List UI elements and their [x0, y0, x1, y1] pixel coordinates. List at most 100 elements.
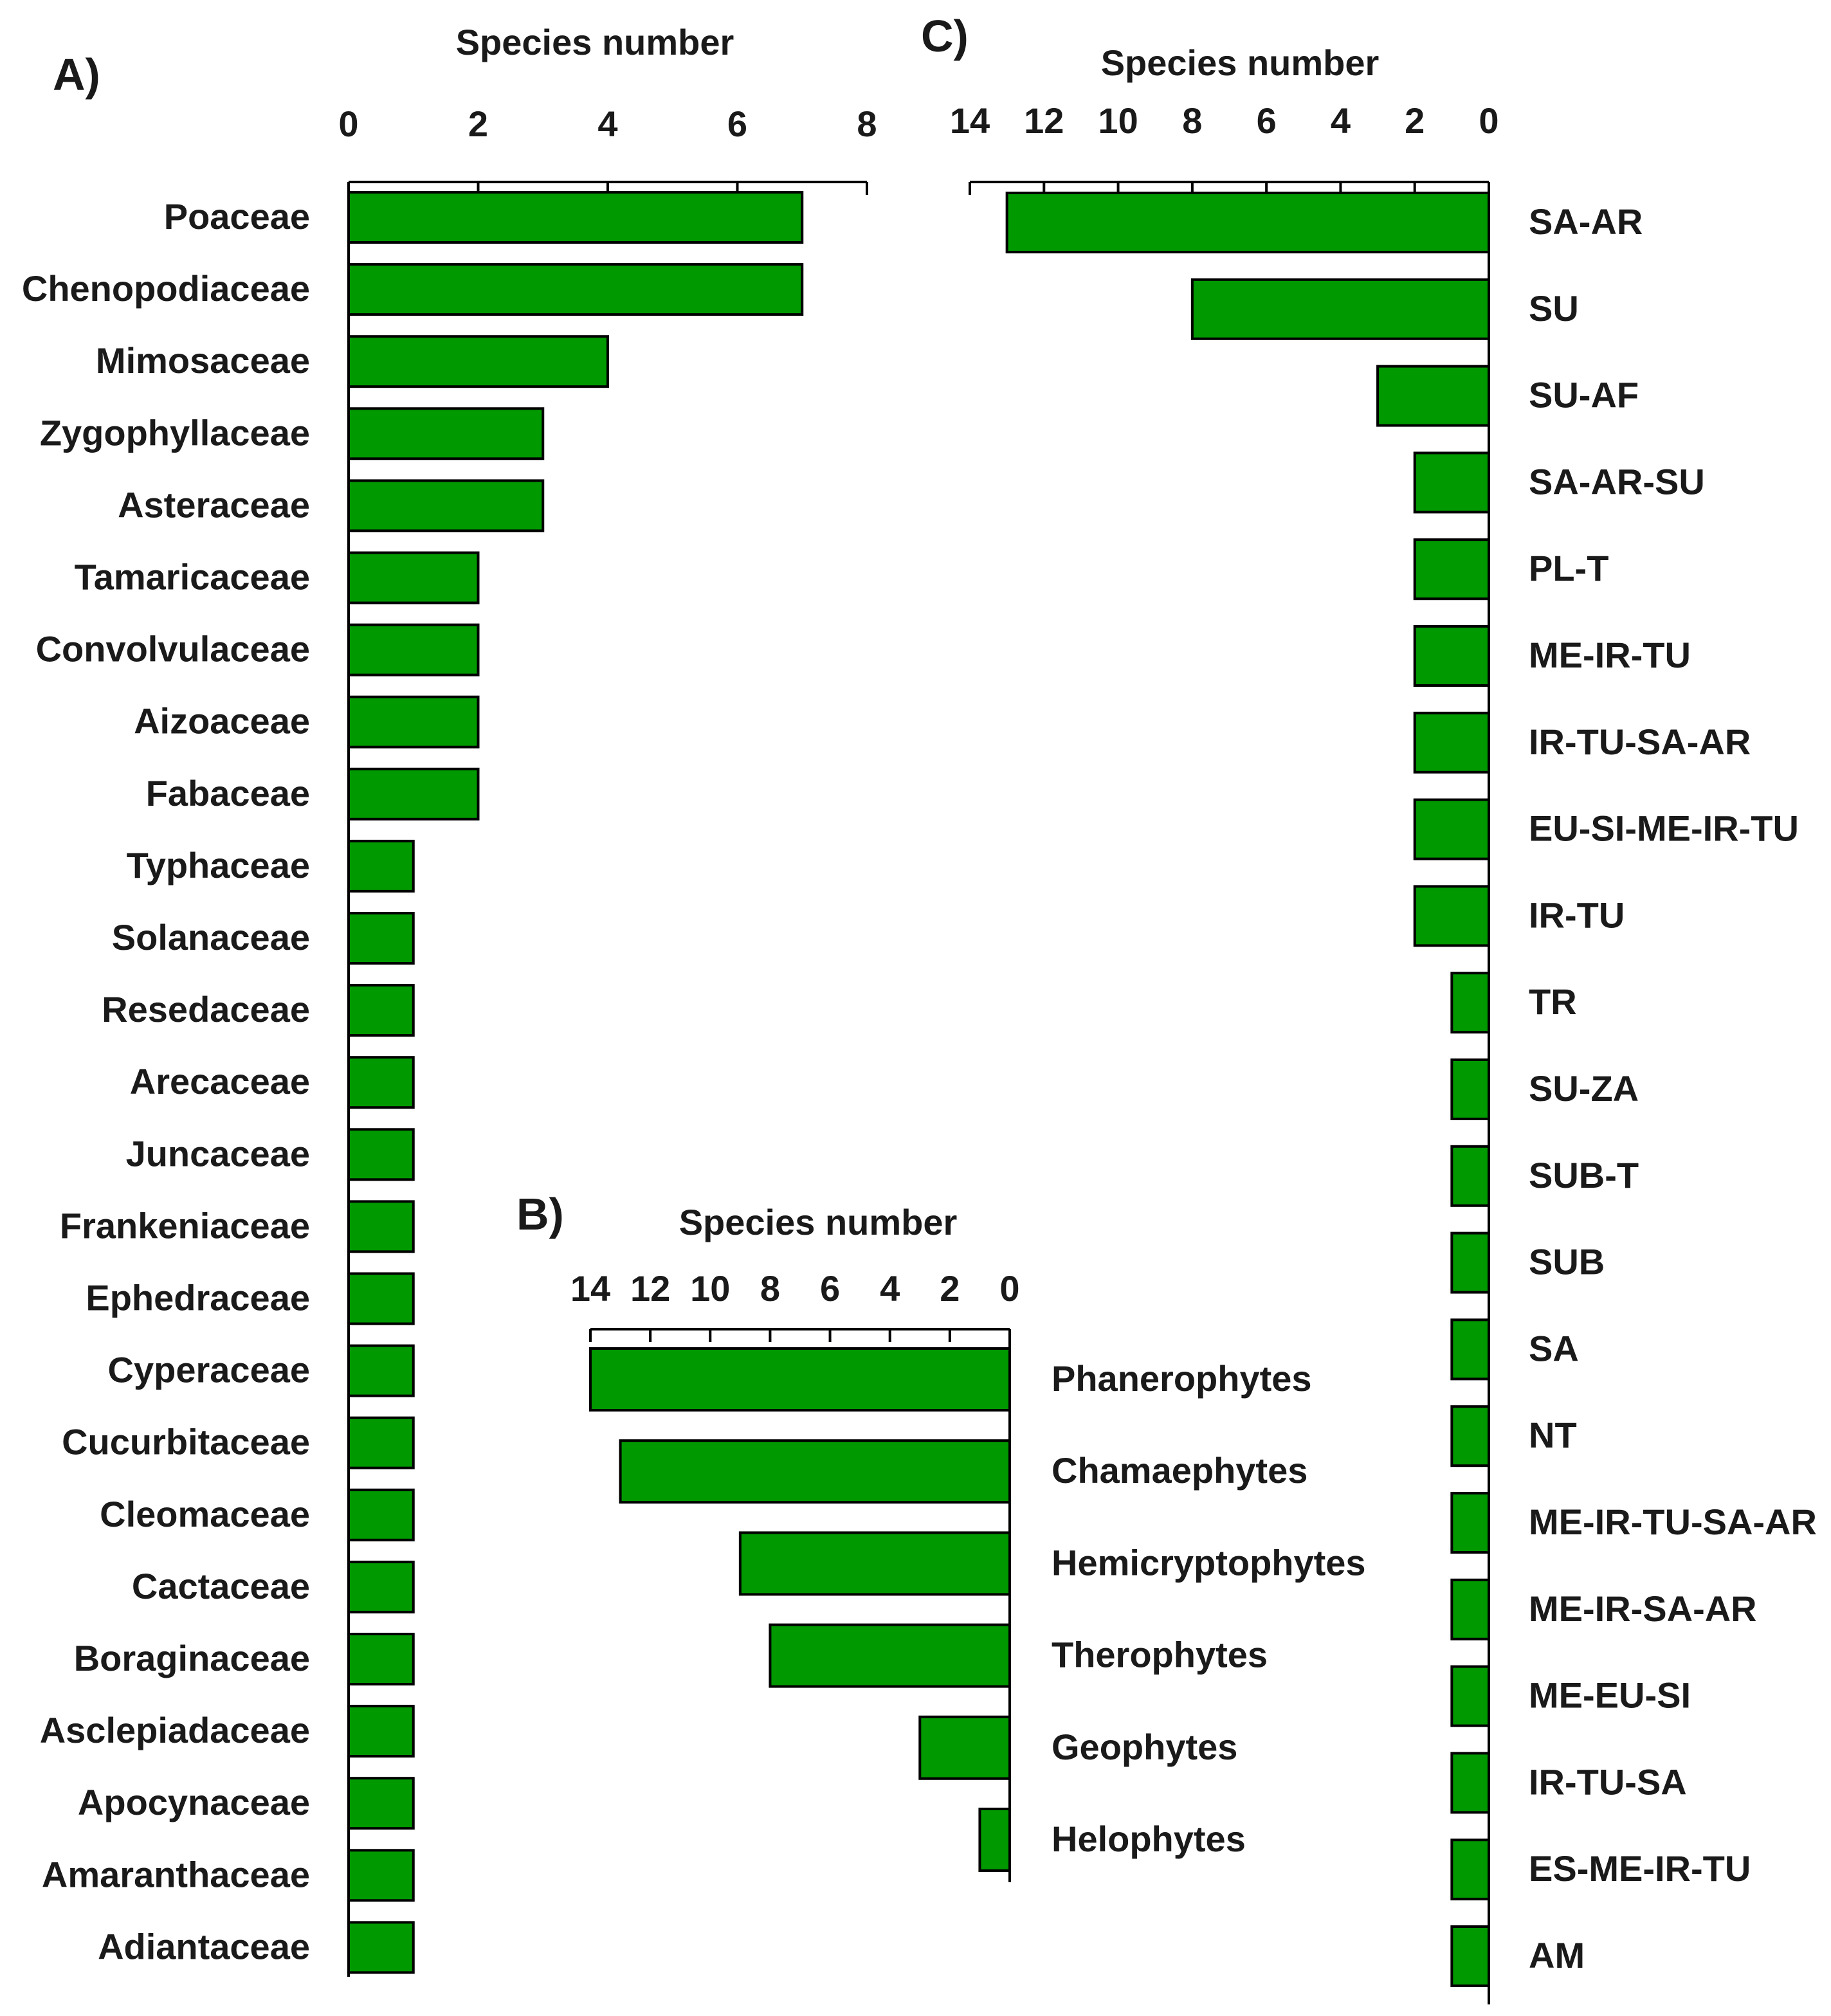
- bar: [1005, 192, 1490, 253]
- bar: [347, 1416, 415, 1469]
- bar: [347, 1272, 415, 1325]
- category-label: ME-IR-TU: [1529, 635, 1691, 675]
- x-tick-label: 14: [950, 100, 990, 141]
- bar: [1450, 1318, 1491, 1381]
- x-tick-label: 8: [760, 1268, 780, 1309]
- bar: [978, 1808, 1012, 1872]
- bar: [347, 551, 480, 604]
- x-tick-label: 4: [880, 1268, 900, 1309]
- bar: [347, 1633, 415, 1685]
- bar: [347, 623, 480, 677]
- category-label: Amaranthaceae: [42, 1854, 310, 1894]
- bar: [1413, 451, 1491, 514]
- bar: [738, 1531, 1012, 1596]
- category-label: Solanaceae: [112, 917, 310, 958]
- x-tick-label: 6: [1257, 100, 1277, 141]
- bar: [918, 1715, 1012, 1780]
- panel-letter: A): [53, 50, 100, 100]
- category-label: Arecaceae: [130, 1061, 310, 1102]
- bar: [1450, 1145, 1491, 1207]
- bar: [1413, 885, 1491, 947]
- category-label: Adiantaceae: [98, 1926, 310, 1966]
- x-tick-label: 8: [1182, 100, 1202, 141]
- category-label: SUB: [1529, 1242, 1605, 1282]
- bar: [347, 767, 480, 821]
- bar: [1450, 1058, 1491, 1120]
- bar: [1450, 1578, 1491, 1640]
- category-label: Geophytes: [1052, 1727, 1237, 1767]
- bar: [347, 695, 480, 749]
- category-label: Helophytes: [1052, 1819, 1246, 1859]
- category-label: Mimosaceae: [96, 340, 310, 381]
- category-label: EU-SI-ME-IR-TU: [1529, 808, 1799, 849]
- x-tick-label: 10: [690, 1268, 730, 1309]
- bar: [347, 839, 415, 893]
- category-label: Asclepiadaceae: [40, 1710, 310, 1750]
- category-label: Juncaceae: [126, 1133, 310, 1174]
- category-label: SU-AF: [1529, 375, 1639, 415]
- bar: [769, 1623, 1012, 1688]
- bar: [1413, 711, 1491, 774]
- category-label: Therophytes: [1052, 1635, 1268, 1675]
- category-label: Cleomaceae: [100, 1494, 310, 1534]
- bar: [619, 1439, 1011, 1504]
- category-label: Cactaceae: [132, 1566, 310, 1606]
- x-tick-label: 0: [338, 104, 358, 144]
- x-tick-label: 2: [940, 1268, 960, 1309]
- category-label: SUB-T: [1529, 1155, 1639, 1195]
- bar: [1413, 798, 1491, 860]
- bar: [1450, 1405, 1491, 1467]
- bar: [1450, 1925, 1491, 1987]
- category-label: AM: [1529, 1935, 1585, 1975]
- bar: [347, 407, 545, 460]
- category-label: Cucurbitaceae: [62, 1422, 310, 1462]
- category-label: IR-TU: [1529, 894, 1625, 935]
- bar: [1450, 1492, 1491, 1554]
- category-label: Ephedraceae: [86, 1278, 310, 1318]
- bar: [347, 1705, 415, 1758]
- category-label: IR-TU-SA: [1529, 1761, 1687, 1802]
- x-tick-label: 4: [1331, 100, 1351, 141]
- x-tick-label: 6: [727, 104, 747, 144]
- bar: [347, 984, 415, 1037]
- x-tick-label: 0: [1479, 100, 1499, 141]
- category-label: SA-AR: [1529, 201, 1643, 242]
- category-label: SU-ZA: [1529, 1068, 1639, 1109]
- category-label: SA: [1529, 1328, 1579, 1368]
- bar: [347, 263, 804, 316]
- category-label: Cyperaceae: [108, 1350, 310, 1390]
- bar: [1376, 365, 1491, 427]
- axis-title: Species number: [1101, 42, 1380, 83]
- bar: [347, 1488, 415, 1541]
- x-tick-label: 6: [820, 1268, 840, 1309]
- bar: [1450, 1665, 1491, 1727]
- x-tick-label: 0: [999, 1268, 1019, 1309]
- bar: [347, 1560, 415, 1613]
- category-label: ME-IR-SA-AR: [1529, 1588, 1757, 1629]
- bar: [347, 479, 545, 532]
- bar: [589, 1347, 1011, 1412]
- category-label: Poaceae: [164, 196, 310, 237]
- bar: [1450, 1752, 1491, 1814]
- bar: [1450, 1231, 1491, 1294]
- category-label: ES-ME-IR-TU: [1529, 1848, 1751, 1889]
- bar: [347, 1200, 415, 1253]
- x-tick-label: 14: [570, 1268, 610, 1309]
- category-label: Fabaceae: [146, 773, 310, 813]
- bar: [347, 912, 415, 965]
- x-tick-label: 8: [857, 104, 877, 144]
- bar: [347, 1777, 415, 1830]
- panel-letter: C): [921, 11, 969, 61]
- bar: [347, 191, 804, 244]
- category-label: TR: [1529, 981, 1577, 1022]
- x-tick-label: 2: [1405, 100, 1425, 141]
- category-label: Aizoaceae: [134, 701, 310, 741]
- x-tick-label: 12: [1024, 100, 1064, 141]
- axis-title: Species number: [679, 1202, 958, 1242]
- category-label: Hemicryptophytes: [1052, 1542, 1366, 1583]
- bar: [347, 335, 609, 388]
- category-label: Asteraceae: [118, 484, 310, 525]
- category-label: Resedaceae: [102, 989, 310, 1030]
- bar: [1413, 538, 1491, 601]
